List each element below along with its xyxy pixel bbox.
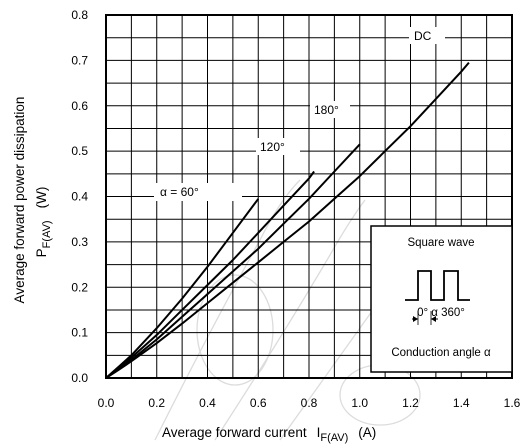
y-tick-label: 0.5	[71, 144, 88, 158]
inset-box	[370, 225, 513, 373]
y-tick-label: 0.6	[71, 99, 88, 113]
x-axis-unit: (A)	[358, 425, 376, 440]
series-label-dc: DC	[414, 29, 432, 43]
y-axis-label: Average forward power dissipation PF(AV)…	[12, 97, 53, 304]
series-line-3	[105, 61, 470, 379]
series-curves	[105, 61, 470, 379]
y-axis-symbol: P	[34, 248, 49, 257]
y-tick-label: 0.3	[71, 235, 88, 249]
y-tick-label: 0.1	[71, 326, 88, 340]
x-tick-label: 0.8	[301, 396, 318, 410]
y-tick-label: 0.7	[71, 53, 88, 67]
y-tick-labels: 0.0 0.1 0.2 0.3 0.4 0.5 0.6 0.7 0.8	[71, 8, 88, 385]
x-axis-text: Average forward current	[162, 425, 307, 440]
y-tick-label: 0.0	[71, 371, 88, 385]
x-tick-label: 0.0	[98, 396, 115, 410]
x-tick-label: 0.4	[199, 396, 216, 410]
series-label-60: α = 60°	[160, 185, 199, 199]
y-tick-label: 0.4	[71, 190, 88, 204]
y-axis-label-line2: PF(AV) (W)	[34, 187, 53, 258]
x-axis-subscript: F(AV)	[320, 432, 348, 444]
x-tick-label: 1.2	[402, 396, 419, 410]
y-axis-subscript: F(AV)	[41, 220, 53, 248]
inset-angle-label: 0° α 360°	[417, 307, 465, 319]
series-label-180: 180°	[314, 103, 339, 117]
curve-labels: α = 60° 120° 180° DC	[154, 27, 445, 201]
x-axis-label: Average forward current IF(AV) (A)	[162, 425, 376, 444]
y-tick-label: 0.2	[71, 280, 88, 294]
y-axis-unit: (W)	[34, 187, 49, 209]
y-axis-label-line1: Average forward power dissipation	[12, 97, 27, 304]
inset-caption: Conduction angle α	[391, 347, 491, 359]
y-tick-label: 0.8	[71, 8, 88, 22]
series-line-1	[105, 170, 315, 379]
square-wave-icon	[405, 270, 470, 301]
x-tick-label: 1.6	[504, 396, 521, 410]
square-wave-inset: Square wave 0° α 360° Conduction angle α	[370, 225, 513, 373]
inset-title: Square wave	[407, 237, 474, 249]
x-tick-label: 1.4	[453, 396, 470, 410]
x-tick-label: 1.0	[351, 396, 368, 410]
label-bg-120	[256, 138, 300, 155]
x-tick-labels: 0.0 0.2 0.4 0.6 0.8 1.0 1.2 1.4 1.6	[98, 396, 521, 410]
x-tick-label: 0.6	[250, 396, 267, 410]
arrowhead-left-icon	[413, 316, 418, 322]
label-bg-dc	[409, 27, 445, 44]
label-bg-180	[310, 101, 350, 118]
x-axis-symbol: I	[317, 425, 321, 440]
x-tick-label: 0.2	[148, 396, 165, 410]
series-line-2	[105, 143, 361, 379]
label-bg-60	[154, 183, 242, 201]
series-label-120: 120°	[260, 140, 285, 154]
series-line-0	[105, 198, 260, 379]
plot-frame	[105, 14, 513, 379]
arrowhead-right-icon	[431, 316, 436, 322]
